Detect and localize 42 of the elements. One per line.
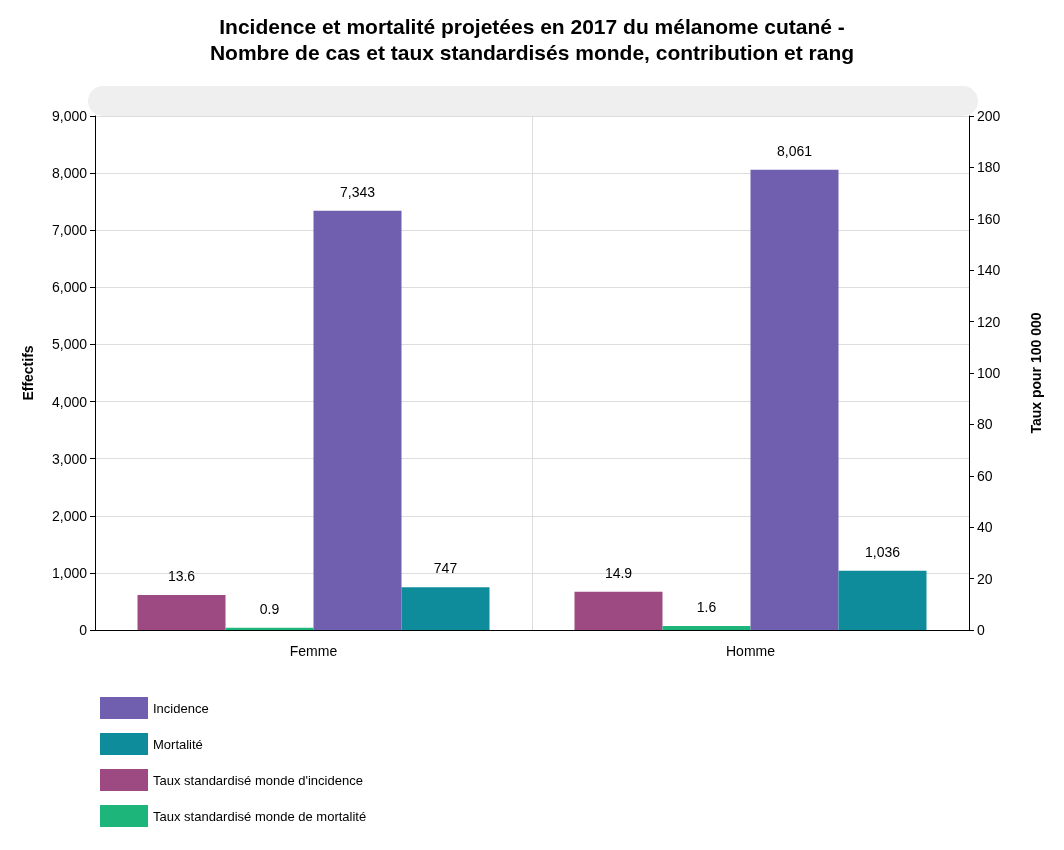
legend-label: Taux standardisé monde de mortalité — [153, 808, 367, 824]
x-tick-label: Femme — [289, 643, 338, 659]
y-axis-title: Effectifs — [20, 345, 36, 401]
data-label: 0.9 — [259, 600, 280, 617]
legend-label: Mortalité — [153, 736, 203, 752]
bar — [750, 169, 839, 630]
y-tick-label: 7,000 — [51, 222, 88, 239]
y2-axis-title: Taux pour 100 000 — [1028, 312, 1044, 434]
y2-tick-label: 80 — [977, 416, 993, 433]
legend-label: Taux standardisé monde d'incidence — [153, 772, 363, 788]
bar — [313, 210, 402, 630]
data-label: 14.9 — [604, 564, 633, 581]
data-label: 1,036 — [864, 543, 901, 560]
y-tick-label: 0 — [79, 622, 88, 638]
y2-tick-label: 200 — [977, 108, 1001, 124]
y2-tick-label: 120 — [977, 313, 1001, 330]
y-tick-label: 3,000 — [51, 450, 88, 467]
y-tick-label: 4,000 — [51, 393, 88, 410]
y2-tick-label: 0 — [977, 622, 985, 638]
data-label: 8,061 — [776, 142, 813, 159]
bar — [401, 587, 490, 630]
y-tick-label: 5,000 — [51, 336, 88, 353]
y2-tick-label: 180 — [977, 159, 1001, 176]
y-tick-label: 9,000 — [51, 108, 88, 124]
y-tick-label: 6,000 — [51, 279, 88, 296]
data-label: 13.6 — [167, 568, 196, 585]
y2-tick-label: 100 — [977, 365, 1001, 381]
y2-tick-label: 60 — [977, 467, 993, 484]
y2-tick-label: 140 — [977, 262, 1001, 279]
y2-tick-label: 40 — [977, 519, 993, 536]
bar — [838, 570, 927, 630]
data-label: 7,343 — [339, 183, 376, 200]
y2-tick-label: 20 — [977, 570, 993, 587]
y-tick-label: 1,000 — [51, 564, 88, 581]
legend-label: Incidence — [153, 700, 209, 716]
y-tick-label: 8,000 — [51, 165, 88, 182]
x-tick-label: Homme — [725, 643, 776, 659]
y-tick-label: 2,000 — [51, 507, 88, 524]
y2-tick-label: 160 — [977, 210, 1001, 227]
data-label: 747 — [433, 560, 458, 577]
chart-title: Incidence et mortalité projetées en 2017 du mélanome cutané - Nombre de cas et taux standardisés monde, contribution et rang — [209, 14, 855, 64]
data-label: 1.6 — [696, 598, 717, 615]
